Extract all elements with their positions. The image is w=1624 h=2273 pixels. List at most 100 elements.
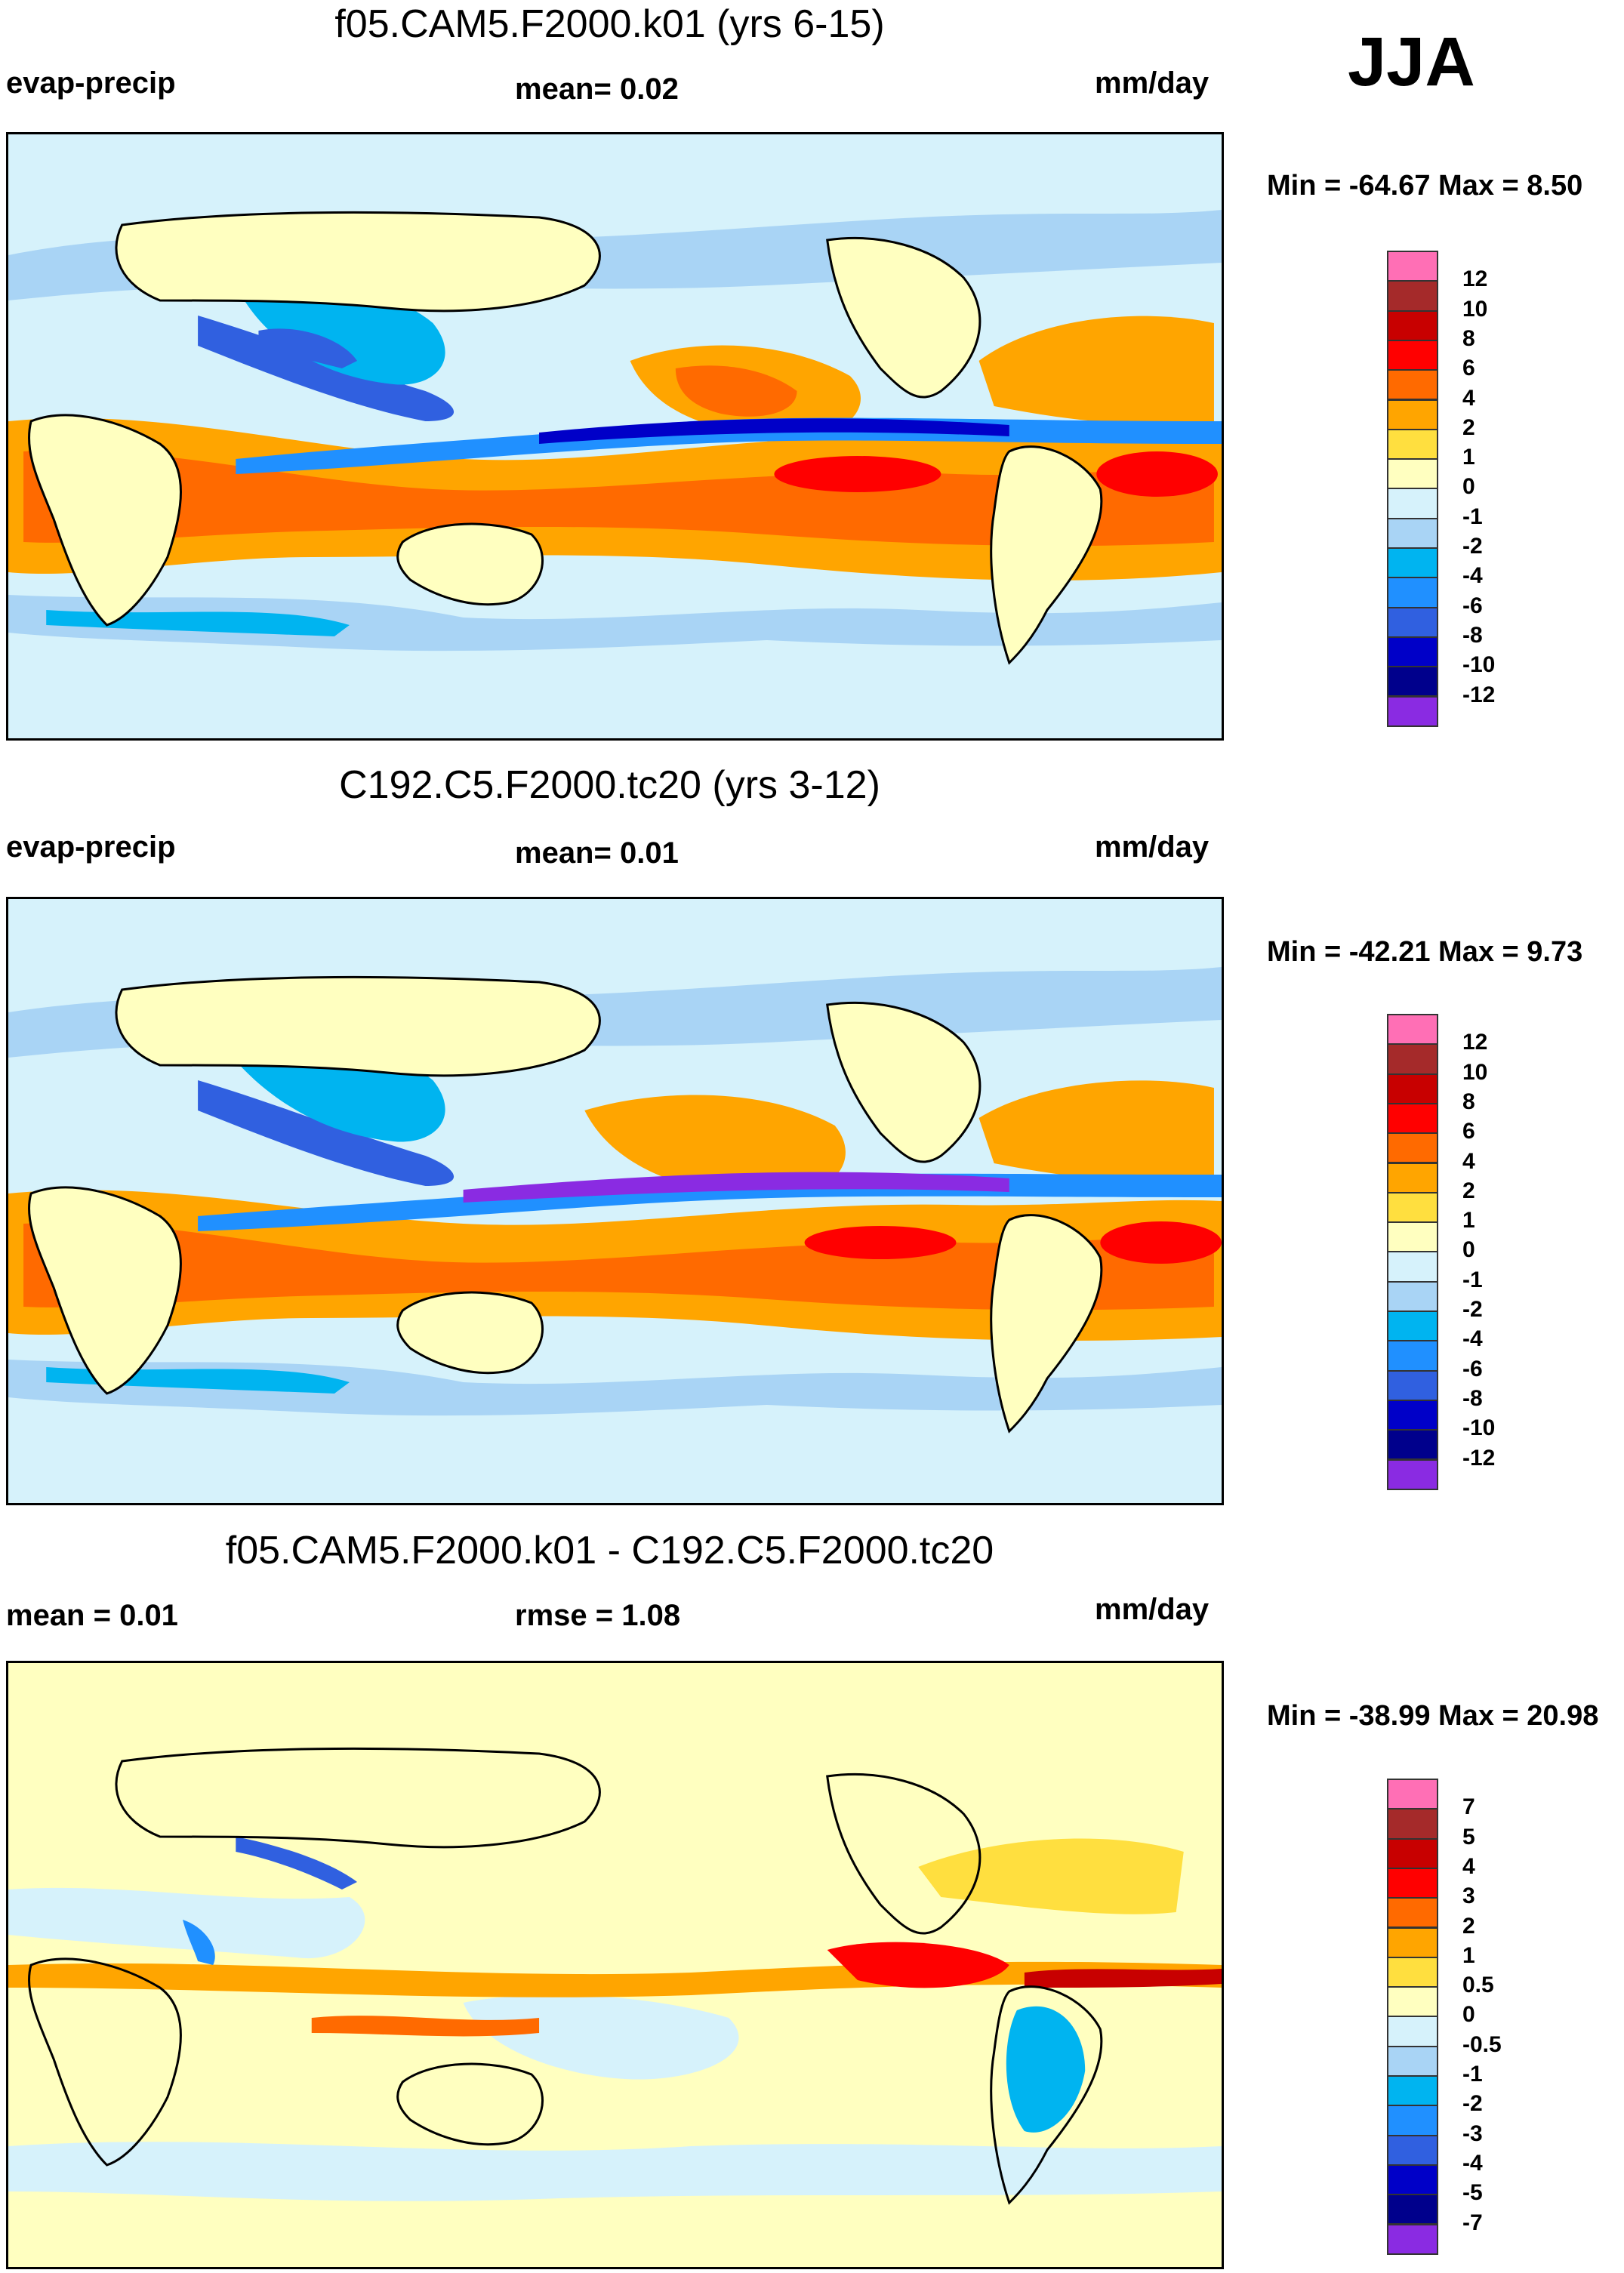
panel-2-colorbar-swatch xyxy=(1387,1399,1438,1431)
panel-2-colorbar-tick-label: -2 xyxy=(1462,1297,1483,1322)
panel-1-colorbar-tick-label: -10 xyxy=(1462,652,1496,678)
panel-1-colorbar-swatch xyxy=(1387,428,1438,460)
panel-1-colorbar-tick-label: 4 xyxy=(1462,385,1475,411)
panel-1-units-label: mm/day xyxy=(1095,66,1210,100)
panel-1-colorbar-swatch xyxy=(1387,280,1438,312)
panel-3-map-graphic xyxy=(8,1663,1222,2267)
panel-2-colorbar-tick-label: -8 xyxy=(1462,1385,1483,1411)
panel-2-colorbar-tick-label: -4 xyxy=(1462,1326,1483,1352)
panel-1-colorbar-swatch xyxy=(1387,369,1438,401)
panel-2-colorbar-tick-label: -10 xyxy=(1462,1415,1496,1441)
panel-1-colorbar-tick-label: 0 xyxy=(1462,474,1475,500)
panel-3-colorbar-tick-label: -7 xyxy=(1462,2210,1483,2235)
panel-2-colorbar-swatch xyxy=(1387,1132,1438,1164)
panel-3-units-label: mm/day xyxy=(1095,1593,1210,1626)
panel-2-colorbar: 12 10 8 6 4 2 1 0 -1 -2 -4 -6 -8 -10 -12 xyxy=(1387,1014,1538,1497)
panel-2-map-graphic xyxy=(8,899,1222,1503)
panel-3-colorbar-swatch xyxy=(1387,2105,1438,2136)
panel-2-colorbar-tick-label: 8 xyxy=(1462,1089,1475,1114)
panel-2-colorbar-swatch xyxy=(1387,1073,1438,1104)
panel-3-colorbar-tick-label: -2 xyxy=(1462,2091,1483,2117)
panel-1-colorbar-tick-label: -4 xyxy=(1462,563,1483,589)
panel-2-colorbar-tick-label: 12 xyxy=(1462,1030,1488,1055)
panel-3-colorbar-tick-label: 0.5 xyxy=(1462,1973,1494,1998)
panel-1-colorbar-tick-label: 10 xyxy=(1462,296,1488,322)
panel-2-colorbar-tick-label: 2 xyxy=(1462,1178,1475,1203)
panel-3-rmse-label: rmse = 1.08 xyxy=(515,1599,681,1632)
panel-3-colorbar-tick-label: 7 xyxy=(1462,1794,1475,1820)
panel-3-colorbar-swatch xyxy=(1387,1956,1438,1988)
panel-1-variable-label: evap-precip xyxy=(6,66,176,100)
panel-1-minmax-label: Min = -64.67 Max = 8.50 xyxy=(1267,170,1583,202)
panel-1-colorbar-tick-label: -12 xyxy=(1462,682,1496,707)
panel-1-colorbar-tick-label: -2 xyxy=(1462,534,1483,559)
panel-2-colorbar-swatch xyxy=(1387,1369,1438,1401)
panel-3-colorbar-swatch xyxy=(1387,2134,1438,2166)
panel-2-colorbar-swatch xyxy=(1387,1311,1438,1342)
panel-3-title: f05.CAM5.F2000.k01 - C192.C5.F2000.tc20 xyxy=(225,1529,994,1572)
panel-1-colorbar-swatch xyxy=(1387,310,1438,341)
panel-2-title: C192.C5.F2000.tc20 (yrs 3-12) xyxy=(339,763,880,807)
panel-3-colorbar-tick-label: 3 xyxy=(1462,1883,1475,1909)
panel-3-colorbar-swatch xyxy=(1387,2164,1438,2196)
panel-3-colorbar-tick-label: -1 xyxy=(1462,2062,1483,2087)
panel-2-colorbar-swatch xyxy=(1387,1221,1438,1253)
panel-3-colorbar-tick-label: -4 xyxy=(1462,2150,1483,2176)
panel-2-colorbar-swatch xyxy=(1387,1340,1438,1372)
panel-1-map xyxy=(6,132,1224,741)
panel-2-colorbar-swatch xyxy=(1387,1043,1438,1075)
panel-3-map xyxy=(6,1661,1224,2269)
panel-2-colorbar-tick-label: 0 xyxy=(1462,1237,1475,1263)
panel-3-colorbar-tick-label: 1 xyxy=(1462,1942,1475,1968)
panel-1-colorbar-swatch xyxy=(1387,517,1438,549)
panel-2-colorbar-tick-label: 6 xyxy=(1462,1119,1475,1144)
panel-1-colorbar-tick-label: -1 xyxy=(1462,504,1483,529)
panel-1-colorbar-tick-label: -6 xyxy=(1462,593,1483,618)
panel-3-mean-label: mean = 0.01 xyxy=(6,1599,178,1632)
panel-2-colorbar-tick-label: -12 xyxy=(1462,1445,1496,1471)
panel-3-colorbar-swatch xyxy=(1387,2223,1438,2255)
panel-2-colorbar-swatch xyxy=(1387,1429,1438,1461)
panel-3-colorbar-swatch xyxy=(1387,2016,1438,2047)
panel-1-colorbar-tick-label: 8 xyxy=(1462,325,1475,351)
panel-1-colorbar-tick-label: -8 xyxy=(1462,622,1483,648)
panel-2-minmax-label: Min = -42.21 Max = 9.73 xyxy=(1267,936,1583,968)
panel-1-colorbar-swatch xyxy=(1387,636,1438,668)
panel-3-colorbar-tick-label: 4 xyxy=(1462,1853,1475,1879)
panel-3-colorbar: 7 5 4 3 2 1 0.5 0 -0.5 -1 -2 -3 -4 -5 -7 xyxy=(1387,1779,1538,2262)
panel-3-colorbar-swatch xyxy=(1387,1867,1438,1899)
panel-1-colorbar-swatch xyxy=(1387,339,1438,371)
panel-2-colorbar-tick-label: 4 xyxy=(1462,1148,1475,1174)
panel-2-colorbar-swatch xyxy=(1387,1162,1438,1193)
panel-1-colorbar-swatch xyxy=(1387,488,1438,519)
panel-2-colorbar-tick-label: -6 xyxy=(1462,1356,1483,1381)
panel-1-mean-label: mean= 0.02 xyxy=(515,72,679,106)
panel-3-colorbar-tick-label: -3 xyxy=(1462,2121,1483,2146)
panel-2-colorbar-swatch xyxy=(1387,1191,1438,1224)
panel-3-colorbar-tick-label: 0 xyxy=(1462,2002,1475,2028)
panel-1-colorbar-swatch xyxy=(1387,666,1438,698)
panel-1-colorbar-tick-label: 1 xyxy=(1462,445,1475,470)
panel-1-colorbar-tick-label: 2 xyxy=(1462,414,1475,440)
panel-1-colorbar-swatch xyxy=(1387,577,1438,608)
panel-3-colorbar-swatch xyxy=(1387,2194,1438,2225)
panel-1-colorbar-swatch xyxy=(1387,458,1438,490)
panel-2-units-label: mm/day xyxy=(1095,830,1210,864)
panel-2-colorbar-swatch xyxy=(1387,1014,1438,1046)
panel-1-colorbar: 12 10 8 6 4 2 1 0 -1 -2 -4 -6 -8 -10 -12 xyxy=(1387,251,1538,734)
panel-2-colorbar-swatch xyxy=(1387,1280,1438,1312)
panel-1-colorbar-swatch xyxy=(1387,399,1438,430)
panel-3-colorbar-tick-label: 2 xyxy=(1462,1913,1475,1939)
panel-3-colorbar-tick-label: 5 xyxy=(1462,1824,1475,1850)
panel-2-colorbar-swatch xyxy=(1387,1251,1438,1283)
panel-3-colorbar-tick-label: -0.5 xyxy=(1462,2031,1502,2057)
panel-3-colorbar-tick-label: -5 xyxy=(1462,2180,1483,2206)
panel-1-colorbar-swatch xyxy=(1387,695,1438,727)
panel-1-title: f05.CAM5.F2000.k01 (yrs 6-15) xyxy=(334,2,885,46)
panel-2-colorbar-tick-label: 1 xyxy=(1462,1208,1475,1234)
panel-3-minmax-label: Min = -38.99 Max = 20.98 xyxy=(1267,1700,1599,1732)
panel-3-colorbar-swatch xyxy=(1387,1808,1438,1840)
panel-3-colorbar-swatch xyxy=(1387,1927,1438,1958)
panel-1-colorbar-swatch xyxy=(1387,251,1438,282)
panel-3-colorbar-swatch xyxy=(1387,1897,1438,1929)
